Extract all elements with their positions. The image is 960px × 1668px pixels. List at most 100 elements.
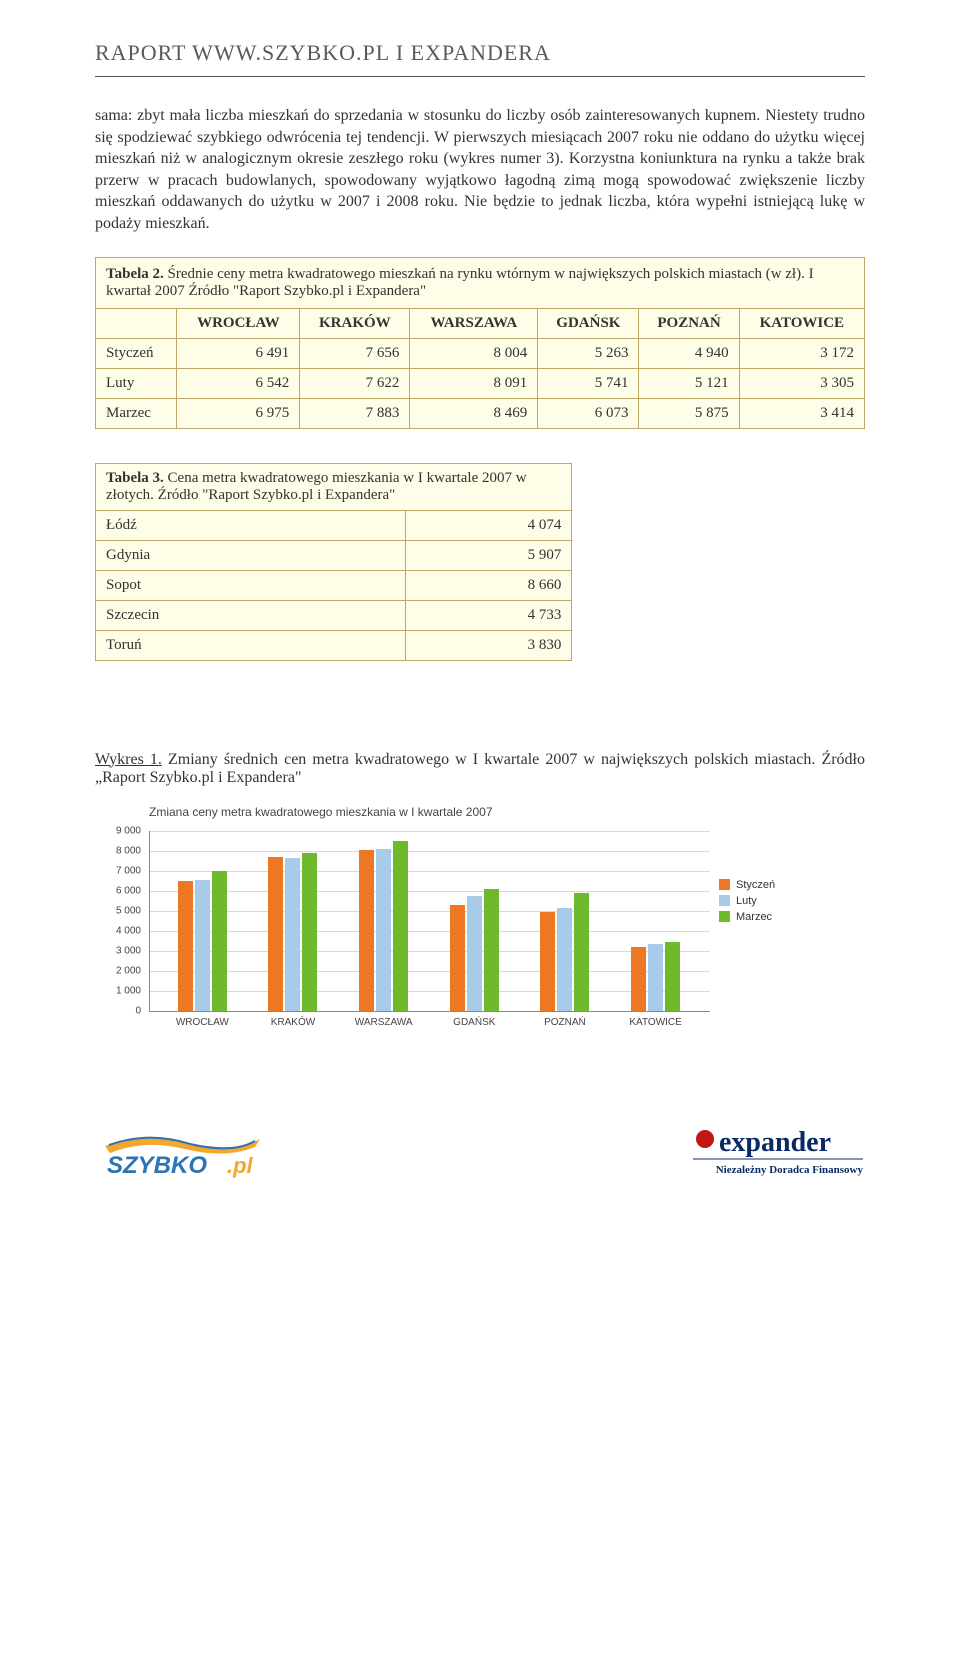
table-cell: 8 660 xyxy=(405,570,572,600)
table-row-label: Toruń xyxy=(96,630,406,660)
chart-y-tick: 0 xyxy=(95,1005,141,1016)
chart-bar-group xyxy=(349,841,419,1010)
chart-bar-group xyxy=(439,889,509,1010)
chart-plot: 01 0002 0003 0004 0005 0006 0007 0008 00… xyxy=(95,831,705,1041)
table-2-col-header: KRAKÓW xyxy=(300,308,410,338)
table-3-caption-bold: Tabela 3. xyxy=(106,470,164,486)
chart-legend-swatch xyxy=(719,911,730,922)
chart-bar-group xyxy=(530,893,600,1011)
chart-x-label: WARSZAWA xyxy=(349,1017,419,1028)
table-2-blank-header xyxy=(96,308,177,338)
table-cell: 3 830 xyxy=(405,630,572,660)
table-cell: 3 305 xyxy=(739,368,864,398)
chart-x-labels: WROCŁAWKRAKÓWWARSZAWAGDAŃSKPOZNAŃKATOWIC… xyxy=(149,1017,709,1028)
chart-caption: Wykres 1. Zmiany średnich cen metra kwad… xyxy=(95,751,865,787)
table-cell: 3 414 xyxy=(739,398,864,428)
chart-bar xyxy=(540,912,555,1011)
expander-logo-svg: expander Niezależny Doradca Finansowy xyxy=(685,1121,865,1181)
chart-bar xyxy=(393,841,408,1010)
table-3: Tabela 3. Cena metra kwadratowego mieszk… xyxy=(95,463,572,661)
chart-legend-item: Styczeń xyxy=(719,879,775,891)
chart-bar xyxy=(665,942,680,1010)
chart-bars xyxy=(149,831,709,1011)
chart-y-tick: 5 000 xyxy=(95,905,141,916)
chart-x-label: WROCŁAW xyxy=(167,1017,237,1028)
body-paragraph: sama: zbyt mała liczba mieszkań do sprze… xyxy=(95,105,865,235)
chart-legend-label: Styczeń xyxy=(736,879,775,891)
table-2-col-header: POZNAŃ xyxy=(639,308,739,338)
table-row: Marzec6 9757 8838 4696 0735 8753 414 xyxy=(96,398,865,428)
table-cell: 7 883 xyxy=(300,398,410,428)
table-cell: 8 469 xyxy=(410,398,538,428)
chart-bar xyxy=(359,850,374,1010)
table-row-label: Gdynia xyxy=(96,540,406,570)
title-divider xyxy=(95,76,865,77)
table-row: Toruń3 830 xyxy=(96,630,572,660)
expander-logo-text: expander xyxy=(719,1127,831,1158)
chart-bar xyxy=(574,893,589,1011)
table-cell: 4 940 xyxy=(639,338,739,368)
chart-bar-group xyxy=(258,853,328,1011)
chart-legend-item: Luty xyxy=(719,895,775,907)
table-2-col-header: GDAŃSK xyxy=(538,308,639,338)
chart-bar-group xyxy=(167,871,237,1011)
table-row-label: Marzec xyxy=(96,398,177,428)
table-2-header-row: WROCŁAW KRAKÓW WARSZAWA GDAŃSK POZNAŃ KA… xyxy=(96,308,865,338)
table-cell: 5 263 xyxy=(538,338,639,368)
table-row-label: Sopot xyxy=(96,570,406,600)
table-2: Tabela 2. Średnie ceny metra kwadratoweg… xyxy=(95,257,865,429)
chart-y-tick: 1 000 xyxy=(95,985,141,996)
szybko-logo-svg: SZYBKO .pl xyxy=(95,1121,295,1181)
chart-legend-item: Marzec xyxy=(719,911,775,923)
table-cell: 4 733 xyxy=(405,600,572,630)
table-cell: 6 542 xyxy=(177,368,300,398)
chart-bar xyxy=(557,908,572,1010)
table-2-col-header: WROCŁAW xyxy=(177,308,300,338)
table-cell: 6 073 xyxy=(538,398,639,428)
szybko-logo: SZYBKO .pl xyxy=(95,1121,295,1181)
table-cell: 6 491 xyxy=(177,338,300,368)
chart-bar xyxy=(195,880,210,1011)
chart-x-label: GDAŃSK xyxy=(439,1017,509,1028)
chart-y-tick: 6 000 xyxy=(95,885,141,896)
table-cell: 7 656 xyxy=(300,338,410,368)
expander-logo-sub: Niezależny Doradca Finansowy xyxy=(716,1164,864,1176)
chart-y-tick: 8 000 xyxy=(95,845,141,856)
chart-bar-group xyxy=(621,942,691,1010)
chart-bar xyxy=(285,858,300,1010)
table-row: Styczeń6 4917 6568 0045 2634 9403 172 xyxy=(96,338,865,368)
chart-legend: Styczeń Luty Marzec xyxy=(719,879,775,927)
page: RAPORT WWW.SZYBKO.PL I EXPANDERA sama: z… xyxy=(0,0,960,1121)
chart-bar xyxy=(484,889,499,1010)
table-2-col-header: KATOWICE xyxy=(739,308,864,338)
chart-y-tick: 2 000 xyxy=(95,965,141,976)
table-cell: 8 091 xyxy=(410,368,538,398)
table-row: Szczecin4 733 xyxy=(96,600,572,630)
chart-bar xyxy=(450,905,465,1010)
szybko-logo-text: SZYBKO xyxy=(107,1152,207,1179)
footer: SZYBKO .pl expander Niezależny Doradca F… xyxy=(0,1121,960,1211)
chart-bar xyxy=(212,871,227,1011)
chart-bar xyxy=(302,853,317,1011)
chart-caption-prefix: Wykres 1. xyxy=(95,751,162,768)
chart-bar xyxy=(648,944,663,1010)
table-cell: 7 622 xyxy=(300,368,410,398)
table-row-label: Styczeń xyxy=(96,338,177,368)
table-cell: 3 172 xyxy=(739,338,864,368)
table-3-caption: Tabela 3. Cena metra kwadratowego mieszk… xyxy=(96,463,572,510)
table-3-caption-text: Cena metra kwadratowego mieszkania w I k… xyxy=(106,470,527,503)
page-title: RAPORT WWW.SZYBKO.PL I EXPANDERA xyxy=(95,40,865,66)
table-2-caption-bold: Tabela 2. xyxy=(106,266,164,282)
table-row: Gdynia5 907 xyxy=(96,540,572,570)
chart-bar xyxy=(467,896,482,1011)
table-cell: 6 975 xyxy=(177,398,300,428)
chart-y-axis: 01 0002 0003 0004 0005 0006 0007 0008 00… xyxy=(95,831,145,1011)
chart-bar xyxy=(376,849,391,1011)
expander-logo: expander Niezależny Doradca Finansowy xyxy=(685,1121,865,1181)
table-row: Luty6 5427 6228 0915 7415 1213 305 xyxy=(96,368,865,398)
chart-area: 01 0002 0003 0004 0005 0006 0007 0008 00… xyxy=(95,831,855,1041)
table-row: Sopot8 660 xyxy=(96,570,572,600)
chart-legend-swatch xyxy=(719,879,730,890)
chart-y-tick: 4 000 xyxy=(95,925,141,936)
chart-y-tick: 7 000 xyxy=(95,865,141,876)
